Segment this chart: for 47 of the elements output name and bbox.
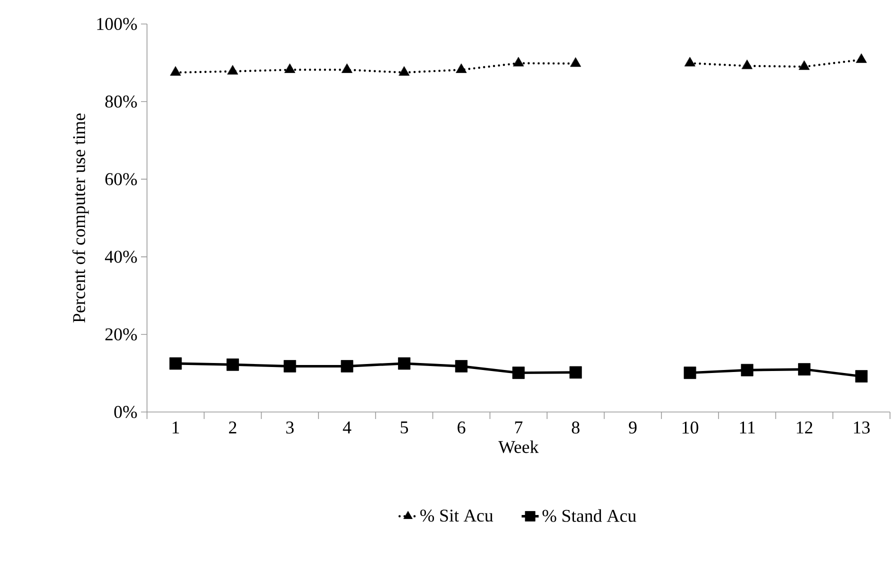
point — [170, 66, 181, 76]
x-tick-label: 4 — [342, 422, 352, 434]
point — [455, 360, 468, 372]
y-tick-label: 20% — [105, 328, 137, 340]
point — [342, 64, 352, 73]
x-tick-label: 7 — [515, 422, 522, 434]
point — [798, 60, 810, 70]
x-tick-label: 10 — [682, 422, 698, 434]
x-tick-label: 6 — [458, 422, 466, 434]
point — [742, 60, 752, 70]
legend-label: % Stand Acu — [542, 509, 636, 522]
legend-label: % Sit Acu — [420, 510, 494, 522]
point — [798, 363, 810, 376]
x-axis-title: Week — [498, 440, 539, 454]
point — [340, 360, 354, 372]
y-tick-label: 0% — [114, 406, 137, 418]
point — [284, 64, 296, 73]
point — [855, 370, 868, 382]
y-tick-label: 100% — [97, 18, 137, 30]
x-tick-label: 9 — [628, 422, 637, 434]
point — [169, 357, 182, 370]
point — [513, 57, 524, 66]
point — [570, 57, 582, 67]
point — [512, 366, 525, 379]
point — [856, 54, 867, 63]
point — [227, 65, 238, 75]
point — [398, 66, 410, 76]
x-tick-label: 5 — [400, 422, 408, 434]
point — [398, 357, 410, 370]
x-tick-label: 3 — [286, 422, 294, 434]
y-tick-label: 60% — [105, 173, 137, 186]
point — [569, 366, 582, 379]
x-tick-label: 2 — [229, 422, 236, 434]
point — [284, 360, 296, 372]
x-tick-label: 13 — [854, 422, 870, 434]
x-tick-label: 12 — [796, 422, 812, 434]
point — [684, 57, 696, 66]
point — [226, 358, 239, 371]
point — [740, 364, 754, 376]
x-tick-label: 11 — [740, 422, 755, 434]
y-tick-label: 40% — [104, 250, 137, 263]
y-tick-label: 80% — [105, 96, 137, 108]
x-tick-label: 8 — [572, 422, 580, 434]
y-axis-title: Percent of computer use time — [72, 114, 89, 323]
point — [456, 64, 467, 73]
point — [684, 366, 696, 379]
x-tick-label: 1 — [172, 422, 179, 434]
